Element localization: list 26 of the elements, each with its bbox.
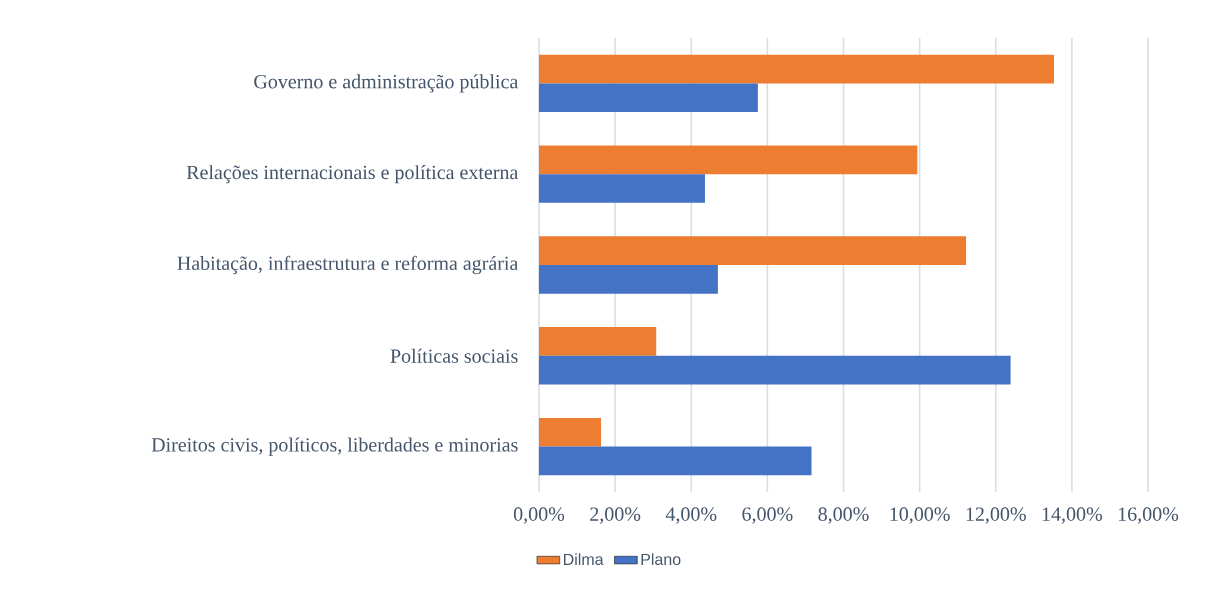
bar [539,446,812,476]
bar [539,236,967,265]
y-tick-label: Relações internacionais e política externa [186,165,519,184]
y-tick-label: Políticas sociais [390,348,518,363]
y-tick-label: Habitação, infraestrutura e reforma agrária [177,255,519,275]
x-tick-label: 14,00% [1042,507,1103,524]
x-tick-label: 10,00% [890,507,950,524]
x-tick-label: 6,00% [742,507,793,524]
bar [539,355,1011,385]
x-tick-label: 4,00% [665,507,717,524]
legend-label: Dilma [564,553,604,566]
x-tick-label: 16,00% [1118,507,1179,524]
x-tick-label: 8,00% [818,507,869,524]
bar [539,174,705,203]
y-tick-label: Direitos civis, políticos, liberdades e minorias [151,437,518,456]
bar [539,54,1054,84]
bar [539,327,657,356]
bar [539,417,602,447]
bar [539,264,718,294]
x-tick-label: 12,00% [966,507,1026,524]
x-tick-label: 2,00% [590,507,641,524]
bar [539,145,918,175]
bar [539,83,758,113]
y-tick-label: Governo e administração pública [254,74,519,93]
x-tick-label: 0,00% [513,507,565,524]
legend-label: Plano [641,553,681,566]
